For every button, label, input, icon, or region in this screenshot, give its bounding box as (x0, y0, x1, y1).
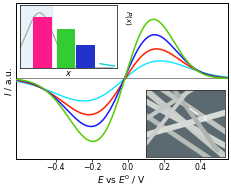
Y-axis label: $I$ / a.u.: $I$ / a.u. (3, 66, 15, 96)
X-axis label: $E$ vs $E^0$ / V: $E$ vs $E^0$ / V (97, 173, 146, 186)
